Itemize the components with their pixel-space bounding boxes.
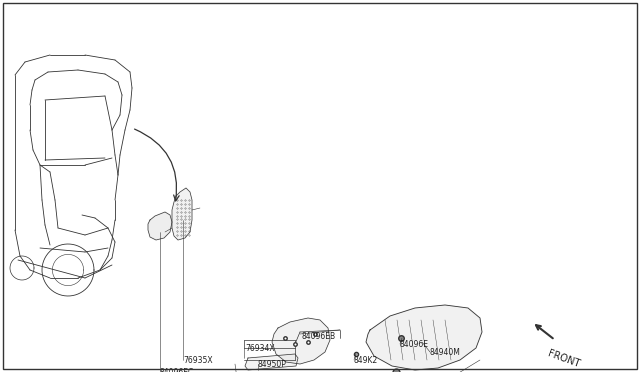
Text: 849K2: 849K2 [354, 356, 378, 365]
Text: 84096E: 84096E [400, 340, 429, 349]
Polygon shape [272, 318, 330, 364]
Text: 84096EC: 84096EC [160, 368, 195, 372]
Text: 84940M: 84940M [430, 348, 461, 357]
Polygon shape [148, 212, 172, 240]
Text: 84950P: 84950P [258, 360, 287, 369]
Polygon shape [172, 188, 192, 240]
Text: 76934X: 76934X [245, 344, 275, 353]
Text: 84096EB: 84096EB [302, 332, 336, 341]
Polygon shape [245, 354, 298, 370]
Text: FRONT: FRONT [546, 348, 580, 369]
Text: 76935X: 76935X [183, 356, 212, 365]
Polygon shape [366, 305, 482, 370]
